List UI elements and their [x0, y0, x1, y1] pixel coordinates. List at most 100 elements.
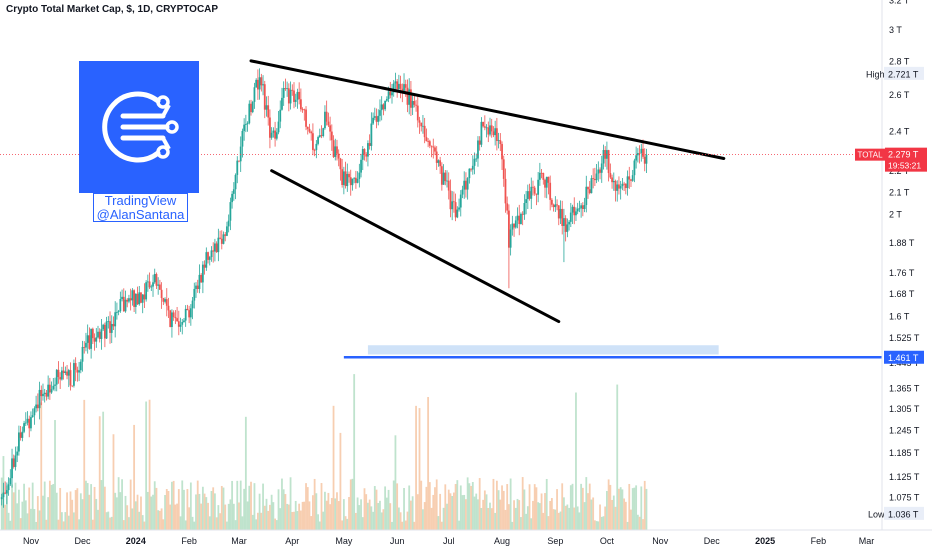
candle-body	[638, 153, 641, 154]
volume-bar	[556, 489, 558, 530]
volume-bar	[313, 478, 316, 530]
volume-bar	[430, 507, 433, 530]
candle-body	[222, 234, 225, 244]
volume-bar	[279, 508, 282, 530]
volume-bar	[172, 480, 175, 530]
volume-bar	[619, 487, 622, 530]
candle-body	[502, 159, 505, 179]
volume-bar	[188, 507, 191, 530]
volume-bar	[244, 416, 247, 530]
volume-bar	[552, 509, 555, 530]
candle-body	[91, 328, 94, 339]
candle-body	[583, 205, 586, 209]
candle-body	[532, 186, 534, 188]
volume-bar	[296, 511, 299, 530]
candle-body	[191, 300, 194, 309]
candle-body	[241, 130, 244, 147]
volume-bar	[215, 517, 218, 530]
volume-bar	[542, 512, 545, 530]
volume-bar	[186, 489, 189, 530]
candle-body	[442, 172, 445, 185]
volume-bar	[372, 511, 374, 530]
volume-bar	[358, 505, 361, 530]
candle-body	[303, 109, 306, 111]
candle-body	[628, 176, 631, 180]
candle-body	[146, 281, 149, 283]
x-tick-label: Jul	[443, 536, 455, 546]
volume-bar	[403, 488, 405, 530]
candle-body	[391, 92, 393, 96]
candle-body	[372, 117, 374, 124]
candle-body	[354, 177, 357, 183]
candle-body	[465, 180, 467, 190]
volume-bar	[301, 501, 304, 530]
volume-bar	[477, 499, 479, 530]
volume-bar	[370, 506, 373, 530]
volume-bar	[293, 511, 295, 530]
candle-body	[406, 87, 409, 105]
volume-bar	[447, 489, 450, 530]
watermark-line2: @AlanSantana	[96, 207, 185, 222]
candle-body	[631, 175, 634, 181]
volume-bar	[557, 512, 560, 530]
candle-body	[597, 169, 600, 174]
candle-body	[578, 208, 581, 210]
volume-bar	[490, 508, 493, 530]
candle-body	[67, 370, 70, 376]
candle-body	[623, 183, 626, 185]
lower-trendline[interactable]	[270, 169, 561, 324]
chart-title: Crypto Total Market Cap, $, 1D, CRYPTOCA…	[6, 4, 219, 15]
candle-body	[492, 131, 495, 136]
support-zone[interactable]	[367, 345, 719, 355]
candle-body	[375, 116, 378, 122]
volume-bar	[201, 486, 204, 530]
candle-body	[428, 141, 431, 146]
volume-bar	[222, 487, 225, 530]
volume-bar	[248, 485, 251, 530]
x-tick-label: Jun	[390, 536, 405, 546]
volume-bar	[489, 502, 491, 530]
volume-bar	[368, 499, 371, 530]
candle-body	[487, 127, 490, 135]
candle-body	[100, 329, 103, 339]
candle-body	[141, 294, 144, 303]
candle-body	[399, 83, 402, 89]
volume-bar	[375, 489, 378, 530]
volume-bar	[71, 499, 74, 530]
candle-body	[420, 122, 423, 127]
candle-body	[128, 298, 130, 302]
candle-body	[176, 318, 178, 322]
volume-bar	[618, 488, 620, 530]
volume-bar	[327, 492, 330, 530]
candle-body	[262, 84, 264, 86]
volume-bar	[437, 516, 440, 530]
candle-body	[306, 126, 309, 129]
volume-bar	[79, 493, 82, 530]
candle-body	[291, 89, 294, 91]
volume-bar	[4, 504, 7, 530]
candle-body	[365, 154, 368, 157]
volume-bar	[561, 483, 564, 530]
volume-bar	[425, 486, 428, 530]
candle-body	[440, 166, 443, 185]
candle-body	[52, 385, 55, 390]
volume-bar	[468, 483, 471, 530]
candle-body	[110, 323, 113, 333]
candle-body	[315, 143, 318, 151]
volume-bar	[513, 500, 515, 530]
candle-body	[200, 274, 203, 283]
volume-bar	[198, 493, 201, 530]
upper-trendline[interactable]	[249, 59, 726, 160]
volume-bar	[526, 506, 529, 530]
volume-bar	[140, 496, 142, 530]
candle-body	[224, 234, 227, 236]
volume-bar	[597, 521, 600, 530]
candle-body	[24, 422, 27, 424]
current-price-value: 2.279 T	[888, 150, 919, 160]
candle-body	[379, 110, 381, 116]
candle-body	[397, 83, 400, 90]
volume-bar	[171, 481, 173, 530]
volume-bar	[416, 494, 419, 530]
candle-body	[48, 384, 51, 393]
